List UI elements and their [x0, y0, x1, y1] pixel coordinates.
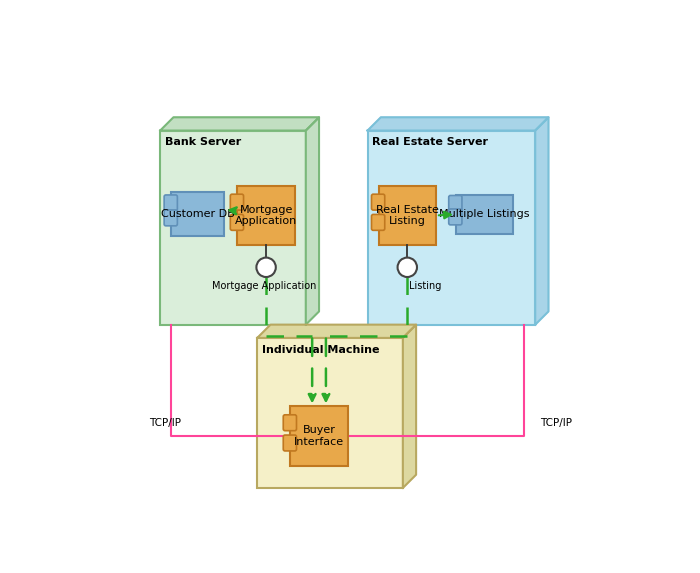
Polygon shape	[403, 325, 416, 488]
Circle shape	[398, 258, 417, 277]
FancyBboxPatch shape	[449, 195, 462, 211]
FancyBboxPatch shape	[164, 210, 177, 226]
FancyBboxPatch shape	[372, 214, 385, 230]
FancyBboxPatch shape	[372, 194, 385, 210]
Text: Customer DB: Customer DB	[161, 209, 234, 219]
Text: TCP/IP: TCP/IP	[540, 418, 572, 428]
Polygon shape	[258, 325, 416, 338]
Text: TCP/IP: TCP/IP	[149, 418, 181, 428]
Polygon shape	[160, 117, 319, 131]
Text: Multiple Listings: Multiple Listings	[439, 209, 530, 219]
FancyBboxPatch shape	[230, 194, 244, 210]
Bar	[379, 186, 436, 245]
Bar	[237, 186, 295, 245]
FancyBboxPatch shape	[230, 214, 244, 230]
Text: Listing: Listing	[410, 281, 442, 291]
Text: Individual Machine: Individual Machine	[262, 344, 379, 355]
Bar	[160, 131, 306, 325]
Bar	[368, 131, 536, 325]
Text: Mortgage
Application: Mortgage Application	[235, 205, 298, 226]
FancyBboxPatch shape	[284, 435, 297, 451]
Polygon shape	[536, 117, 549, 325]
Bar	[456, 194, 513, 234]
Polygon shape	[368, 117, 549, 131]
Text: Real Estate
Listing: Real Estate Listing	[376, 205, 439, 226]
FancyBboxPatch shape	[164, 195, 177, 211]
Bar	[290, 406, 348, 466]
Polygon shape	[306, 117, 319, 325]
FancyBboxPatch shape	[284, 415, 297, 431]
Text: Bank Server: Bank Server	[164, 137, 241, 147]
Text: Buyer
Interface: Buyer Interface	[294, 425, 344, 447]
Bar	[172, 193, 224, 237]
Text: Mortgage Application: Mortgage Application	[211, 281, 316, 291]
FancyBboxPatch shape	[449, 209, 462, 225]
Text: Real Estate Server: Real Estate Server	[372, 137, 488, 147]
Bar	[258, 338, 403, 488]
Circle shape	[256, 258, 276, 277]
